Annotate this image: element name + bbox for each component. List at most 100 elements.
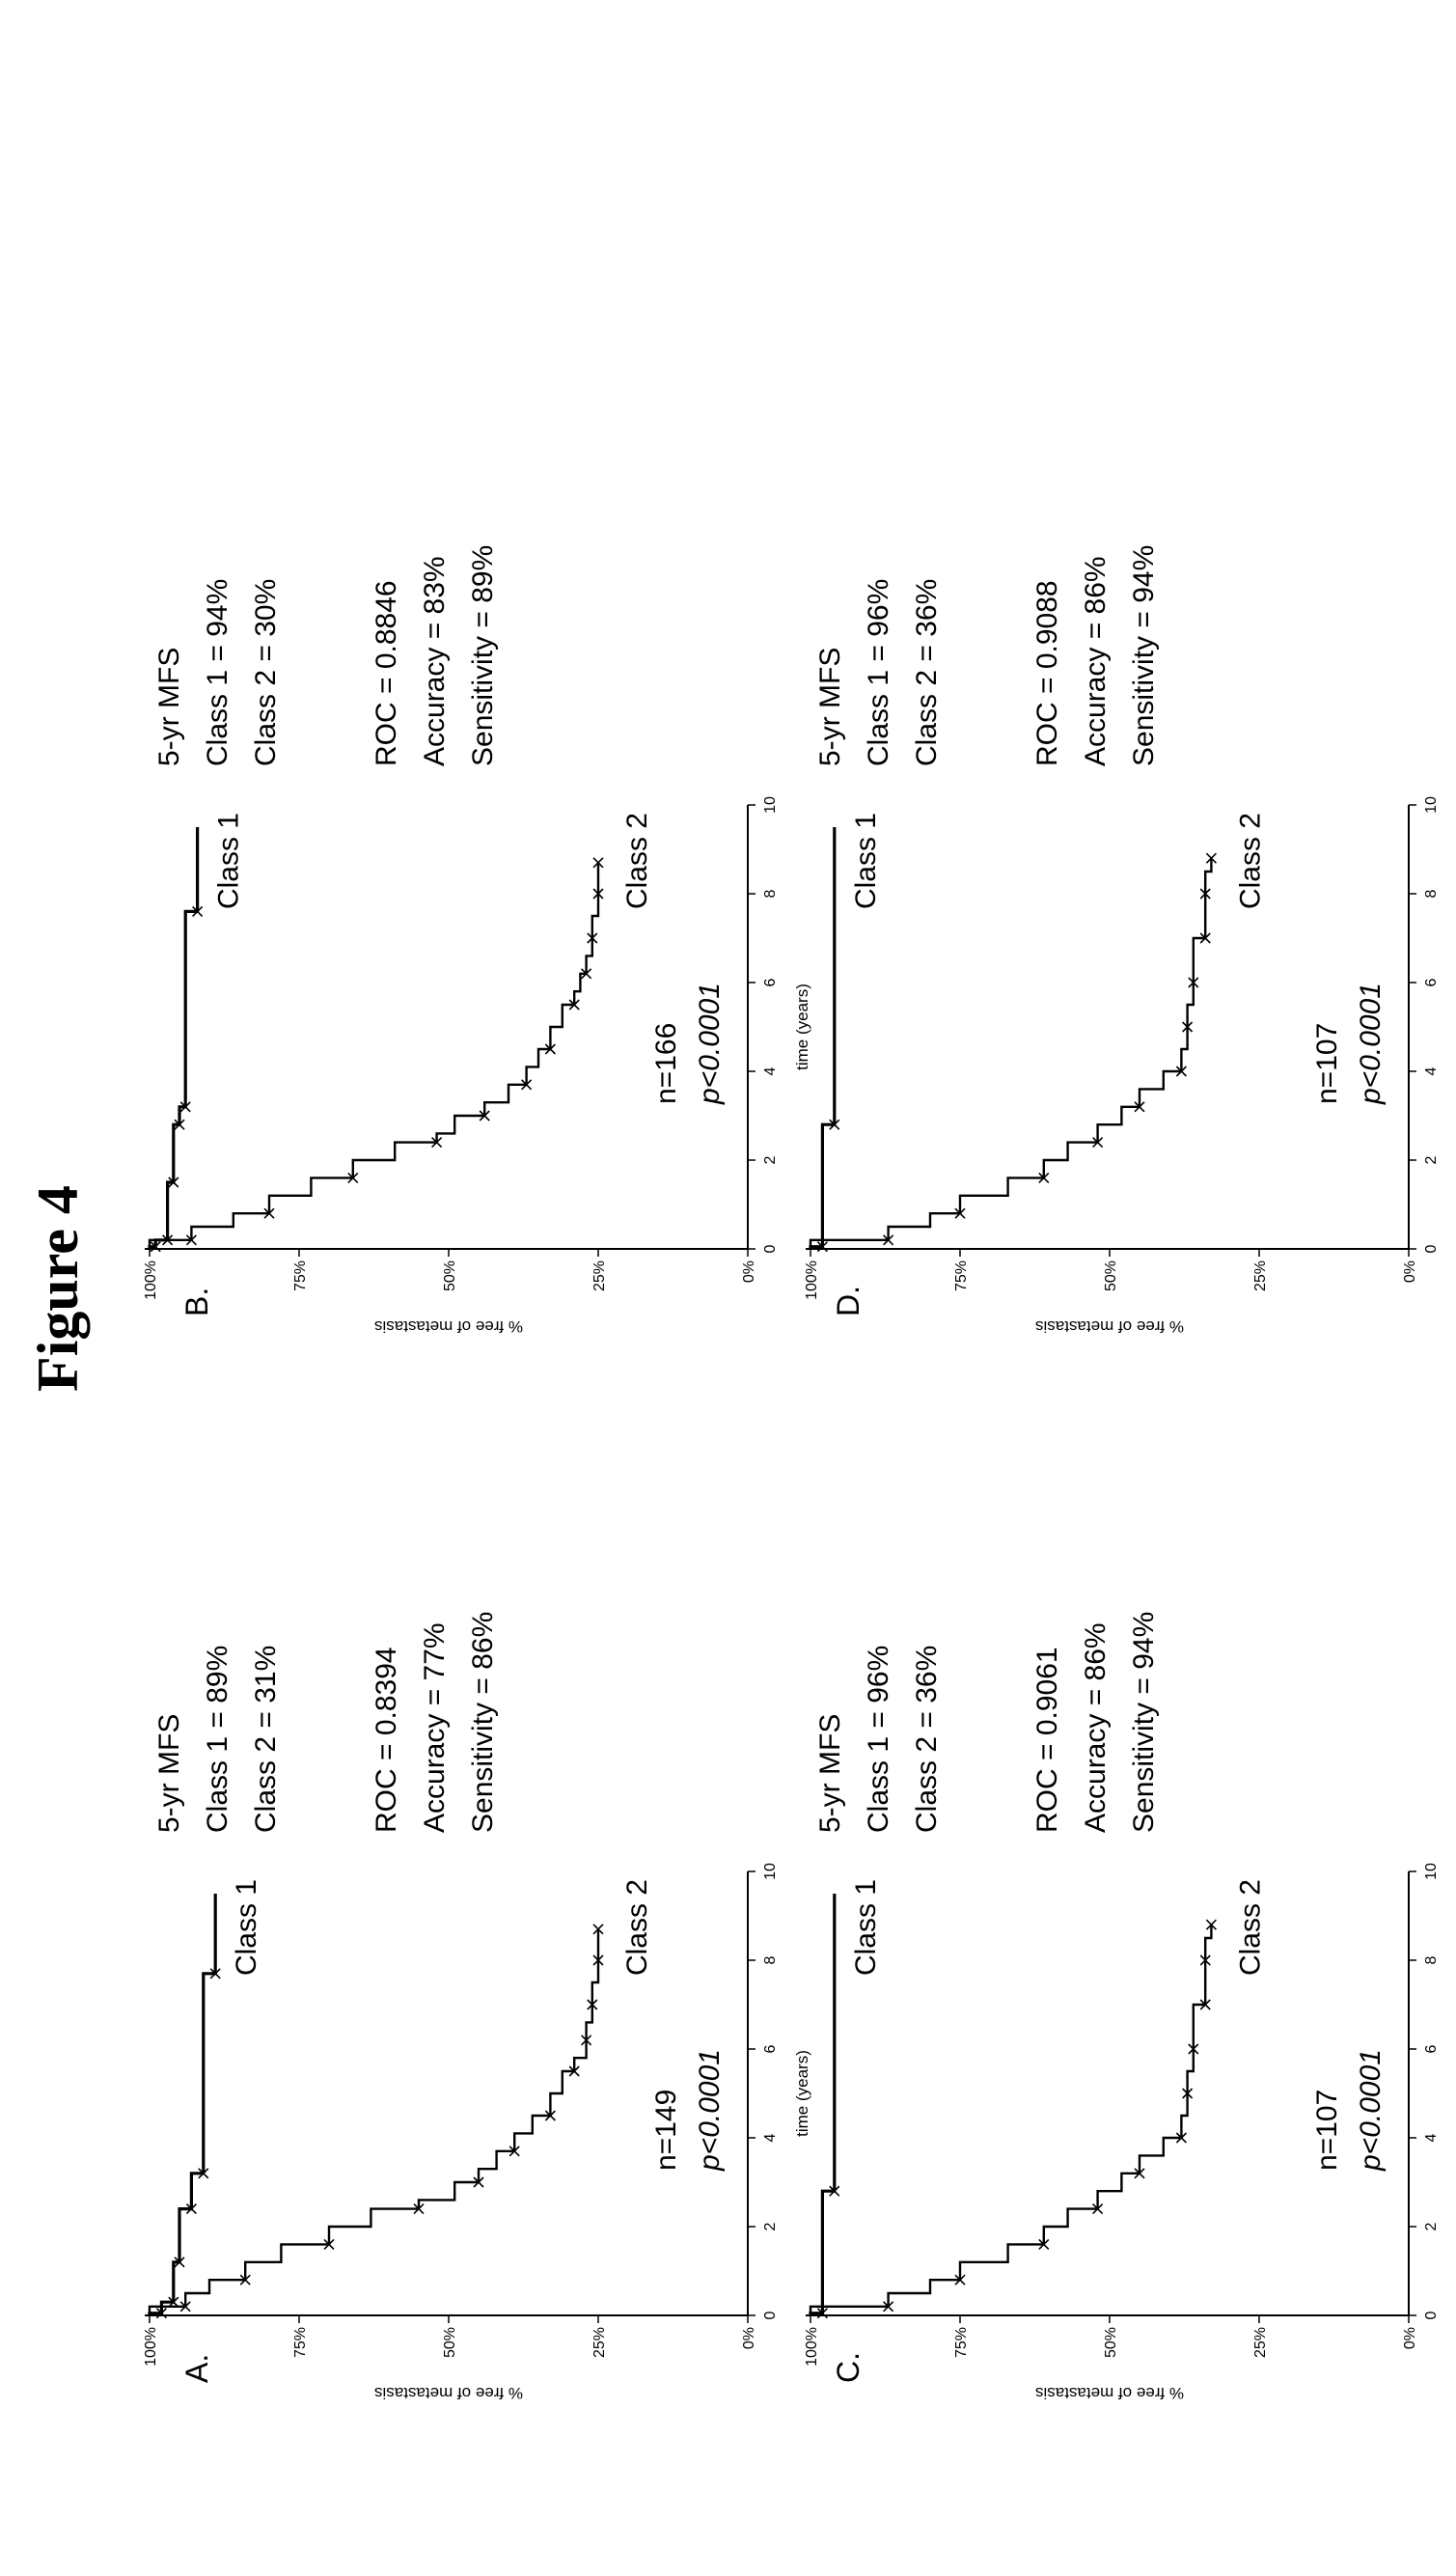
stat-line: Class 1 = 94%	[202, 579, 234, 766]
censor-mark	[587, 1999, 598, 2010]
stat-line: ROC = 0.8846	[371, 580, 402, 766]
censor-mark	[1182, 2088, 1194, 2099]
x-tick-label: 0	[1423, 2311, 1440, 2319]
class1-curve	[148, 827, 200, 1249]
x-tick-label: 8	[1423, 1955, 1440, 1964]
class2-curve	[809, 1925, 1213, 2315]
censor-mark	[1038, 1172, 1050, 1183]
y-tick-label: 50%	[442, 2327, 458, 2358]
stat-line: Sensitivity = 94%	[1128, 545, 1160, 766]
x-tick-label: 10	[1423, 796, 1440, 814]
censor-mark	[883, 1234, 894, 1246]
censor-mark	[185, 1234, 197, 1246]
km-panel-c: C. 0% 25% 50% 75% 100% 0 2 4 6 8 10 time (years) % fr…	[804, 1612, 1456, 2402]
stat-line: Class 2 = 36%	[911, 1646, 943, 1833]
y-tick-label: 100%	[143, 1260, 159, 1300]
censor-mark	[883, 2301, 894, 2313]
class2-label: Class 2	[621, 813, 653, 909]
censor-mark	[954, 2274, 966, 2285]
stat-line: Accuracy = 83%	[419, 556, 451, 766]
class1-label: Class 1	[850, 1879, 882, 1976]
censor-mark	[1134, 1101, 1145, 1113]
y-tick-label: 50%	[1103, 2327, 1119, 2358]
n-annotation: n=149	[650, 2090, 682, 2171]
censor-mark	[592, 888, 604, 900]
censor-mark	[954, 1207, 966, 1219]
censor-mark	[239, 2274, 251, 2285]
censor-mark	[185, 2203, 197, 2215]
class2-label: Class 2	[621, 1879, 653, 1976]
y-tick-label: 50%	[442, 1260, 458, 1291]
stat-line: Sensitivity = 86%	[467, 1612, 499, 1833]
censor-mark	[263, 1207, 275, 1219]
censor-mark	[192, 905, 204, 917]
x-tick-label: 2	[1423, 1155, 1440, 1164]
censor-mark	[1199, 932, 1211, 944]
y-tick-label: 100%	[804, 2327, 820, 2367]
censor-mark	[1188, 977, 1199, 988]
x-tick-label: 0	[1423, 1244, 1440, 1253]
stat-line: 5-yr MFS	[814, 648, 846, 766]
censor-mark	[587, 932, 598, 944]
censor-mark	[568, 999, 580, 1011]
censor-mark	[168, 1177, 179, 1188]
stat-line: 5-yr MFS	[814, 1714, 846, 1833]
censor-mark	[829, 2185, 840, 2197]
p-value-annotation: p<0.0001	[694, 983, 726, 1105]
panel-letter: D.	[831, 1286, 865, 1316]
censor-mark	[592, 1954, 604, 1966]
y-tick-label: 50%	[1103, 1260, 1119, 1291]
y-tick-label: 100%	[143, 2327, 159, 2367]
censor-mark	[829, 1119, 840, 1130]
n-annotation: n=107	[1311, 1023, 1343, 1104]
x-tick-label: 2	[1423, 2222, 1440, 2230]
y-axis-label: % free of metastasis	[374, 1317, 523, 1336]
censor-mark	[1038, 2238, 1050, 2250]
censor-mark	[198, 2168, 209, 2179]
class1-label: Class 1	[213, 813, 245, 909]
censor-mark	[568, 2065, 580, 2077]
n-annotation: n=166	[650, 1023, 682, 1104]
censor-mark	[816, 2308, 828, 2319]
km-panel-a: A. 0% 25% 50% 75% 100% 0 2 4 6 8 10 time (years) % fr…	[143, 1612, 811, 2402]
stat-line: Class 2 = 30%	[250, 579, 282, 766]
censor-mark	[592, 1924, 604, 1935]
class2-curve	[148, 862, 600, 1249]
x-tick-label: 2	[762, 2222, 779, 2230]
censor-mark	[150, 1241, 161, 1253]
panel-letter: C.	[831, 2352, 865, 2383]
x-tick-label: 10	[762, 1863, 779, 1880]
censor-mark	[508, 2146, 520, 2157]
y-tick-label: 100%	[804, 1260, 820, 1300]
stat-line: Class 1 = 96%	[863, 579, 894, 766]
y-tick-label: 25%	[1252, 1260, 1269, 1291]
censor-mark	[581, 2035, 592, 2046]
censor-mark	[323, 2238, 335, 2250]
censor-mark	[174, 1119, 185, 1130]
stat-line: Class 1 = 96%	[863, 1646, 894, 1833]
censor-mark	[581, 968, 592, 980]
stat-line: Accuracy = 86%	[1080, 1622, 1112, 1833]
censor-mark	[431, 1137, 443, 1149]
class2-label: Class 2	[1234, 813, 1266, 909]
y-tick-label: 75%	[292, 2327, 309, 2358]
x-tick-label: 6	[1423, 2044, 1440, 2053]
y-tick-label: 0%	[741, 2327, 757, 2349]
stat-line: 5-yr MFS	[153, 648, 185, 766]
censor-mark	[473, 2176, 484, 2188]
y-tick-label: 75%	[953, 2327, 970, 2358]
stat-line: Sensitivity = 94%	[1128, 1612, 1160, 1833]
stat-line: Class 2 = 31%	[250, 1646, 282, 1833]
x-tick-label: 4	[762, 1066, 779, 1075]
p-value-annotation: p<0.0001	[1355, 2049, 1387, 2172]
y-tick-label: 75%	[292, 1260, 309, 1291]
censor-mark	[174, 2257, 185, 2268]
km-panel-b: B. 0% 25% 50% 75% 100% 0 2 4 6 8 10 time (years) % fr…	[143, 545, 811, 1336]
censor-mark	[1092, 1137, 1104, 1149]
x-tick-label: 10	[762, 796, 779, 814]
censor-mark	[209, 1968, 221, 1980]
censor-mark	[544, 2110, 556, 2121]
censor-mark	[816, 1241, 828, 1253]
